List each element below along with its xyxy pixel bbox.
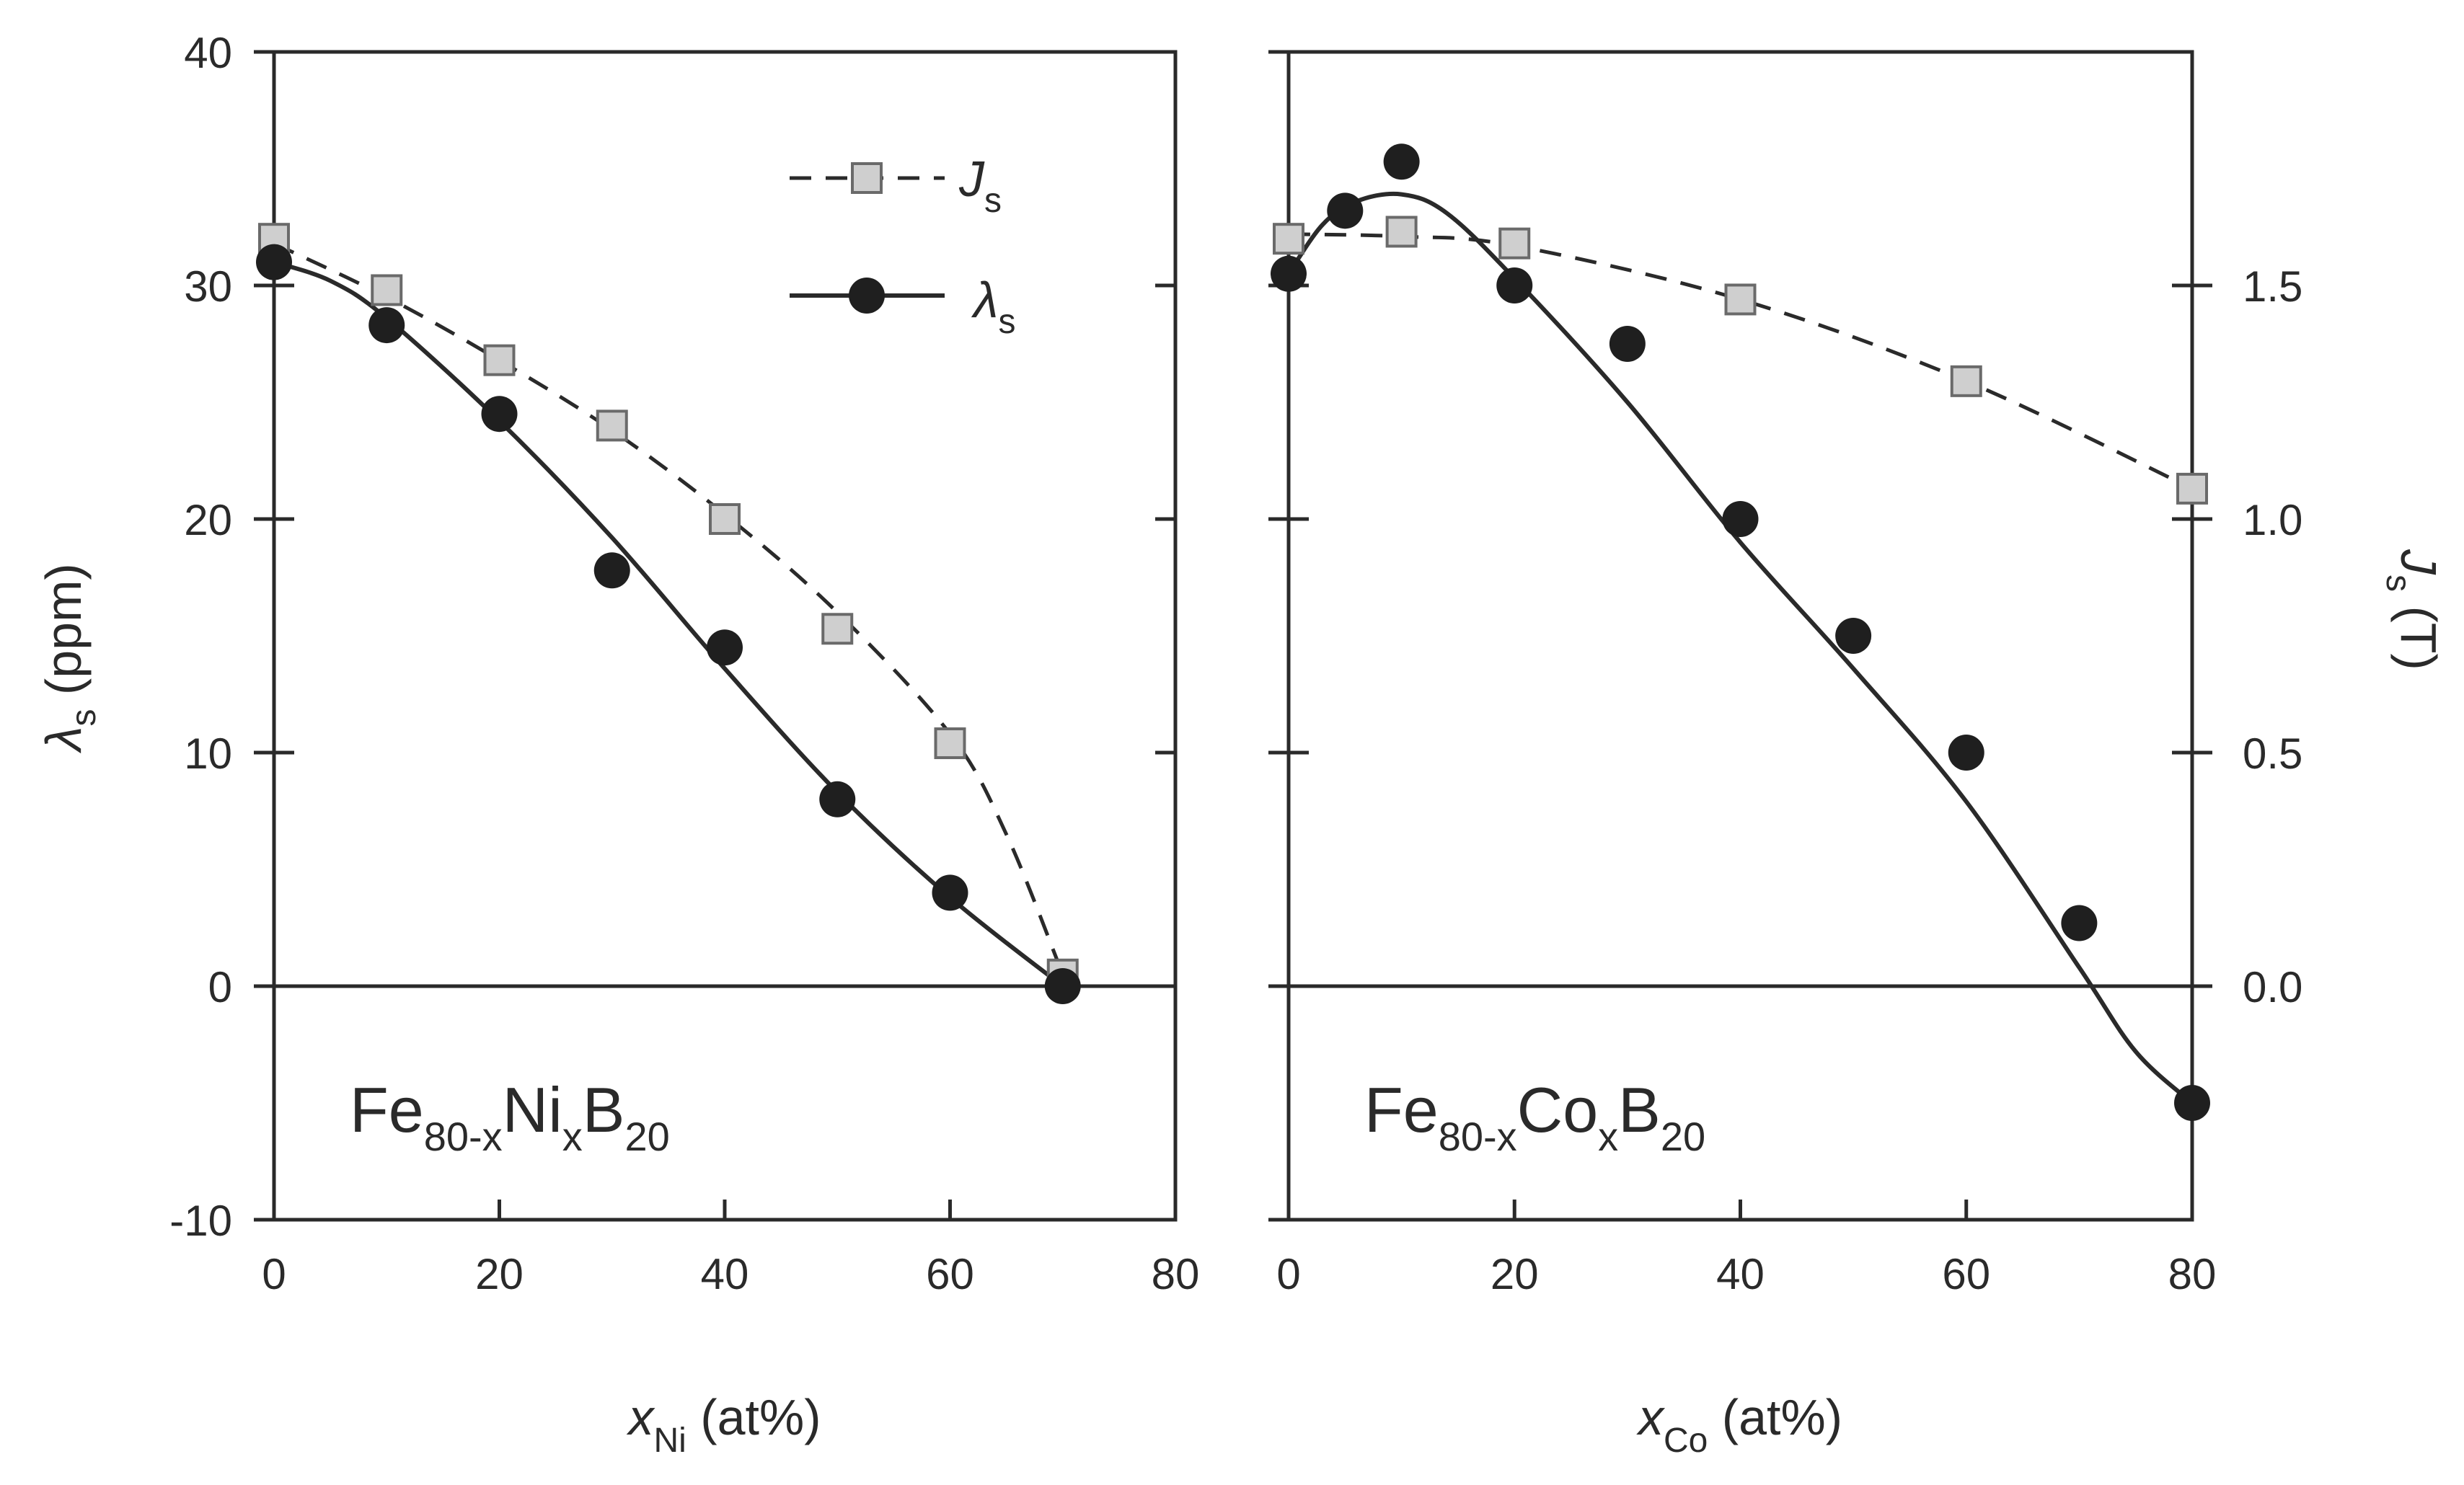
lambda-data-point xyxy=(819,781,856,817)
y-tick-label: 30 xyxy=(184,262,232,311)
lambda-data-point xyxy=(1327,192,1364,229)
x-tick-label: 0 xyxy=(1276,1250,1300,1298)
lambda-fit-line xyxy=(1286,191,2194,1105)
lambda-data-point xyxy=(2061,905,2098,941)
x-tick-label: 60 xyxy=(1942,1250,1990,1298)
composition-label: Fe80-xNixB20 xyxy=(350,1074,670,1159)
panel-right-co: 0 20 40 60 80 0.0 0.5 1.0 1.5 Js (T) xCo (at%) Fe80… xyxy=(1268,50,2447,1460)
js-data-point xyxy=(1724,283,1757,316)
lambda-data-point xyxy=(1044,968,1081,1004)
js-data-point xyxy=(2176,472,2208,505)
x-tick-label: 80 xyxy=(1152,1250,1200,1298)
legend: Js λs xyxy=(790,151,1015,341)
y-tick-label: 0 xyxy=(208,963,232,1011)
lambda-data-point xyxy=(1383,143,1420,180)
js-data-point xyxy=(934,727,966,760)
x-tick-label: 40 xyxy=(701,1250,749,1298)
js-data-point xyxy=(821,613,854,645)
js-data-point xyxy=(1498,227,1531,260)
x-tick-label: 20 xyxy=(1491,1250,1539,1298)
lambda-data-point xyxy=(707,629,743,666)
x-axis-label: xNi (at%) xyxy=(626,1389,821,1460)
legend-lambda-marker xyxy=(849,278,885,314)
lambda-data-point xyxy=(1271,255,1307,292)
y-tick-label: -10 xyxy=(169,1197,232,1245)
y-right-tick-label: 1.5 xyxy=(2243,262,2302,311)
legend-lambda-label: λs xyxy=(971,272,1015,341)
lambda-data-point xyxy=(1948,735,1984,771)
js-data-point xyxy=(1385,216,1418,248)
lambda-data-point xyxy=(256,244,292,280)
x-tick-label: 80 xyxy=(2168,1250,2217,1298)
plot-frame xyxy=(1286,50,2194,1222)
lambda-data-point xyxy=(1722,501,1759,537)
lambda-data-point xyxy=(932,874,968,911)
y-tick-label: 20 xyxy=(184,496,232,544)
lambda-data-point xyxy=(1609,326,1646,362)
lambda-fit-line xyxy=(273,260,1064,988)
y-right-tick-label: 1.0 xyxy=(2243,496,2302,544)
lambda-data-point xyxy=(1835,618,1872,654)
js-data-point xyxy=(1273,223,1304,255)
lambda-data-point xyxy=(368,307,405,344)
js-data-point xyxy=(483,344,516,376)
lambda-data-point xyxy=(593,552,630,589)
legend-js-marker xyxy=(851,162,883,194)
lambda-data-point xyxy=(481,396,518,433)
js-data-point xyxy=(596,409,628,442)
panel-left-ni: 0 20 40 60 80 -10 0 10 20 30 40 λs (ppm) xNi (at%) Fe… xyxy=(35,29,1199,1460)
y-axis-label: λs (ppm) xyxy=(35,563,103,754)
js-data-point xyxy=(371,274,403,306)
x-tick-label: 60 xyxy=(926,1250,974,1298)
y-tick-label: 40 xyxy=(184,29,232,77)
js-fit-line xyxy=(273,241,1065,975)
legend-js-label: Js xyxy=(958,151,1002,220)
x-tick-label: 20 xyxy=(475,1250,524,1298)
x-tick-label: 0 xyxy=(262,1250,286,1298)
x-tick-label: 40 xyxy=(1716,1250,1765,1298)
y-right-axis-label: Js (T) xyxy=(2379,549,2447,670)
lambda-data-point xyxy=(2174,1085,2210,1121)
js-data-point xyxy=(1950,365,1982,397)
js-data-point xyxy=(709,503,741,535)
js-fit-line xyxy=(1288,232,2194,491)
y-right-tick-label: 0.5 xyxy=(2243,730,2302,778)
y-tick-label: 10 xyxy=(184,730,232,778)
y-right-tick-label: 0.0 xyxy=(2243,963,2302,1011)
composition-label: Fe80-xCoxB20 xyxy=(1364,1074,1705,1159)
lambda-data-point xyxy=(1496,267,1533,303)
x-axis-label: xCo (at%) xyxy=(1636,1389,1842,1460)
